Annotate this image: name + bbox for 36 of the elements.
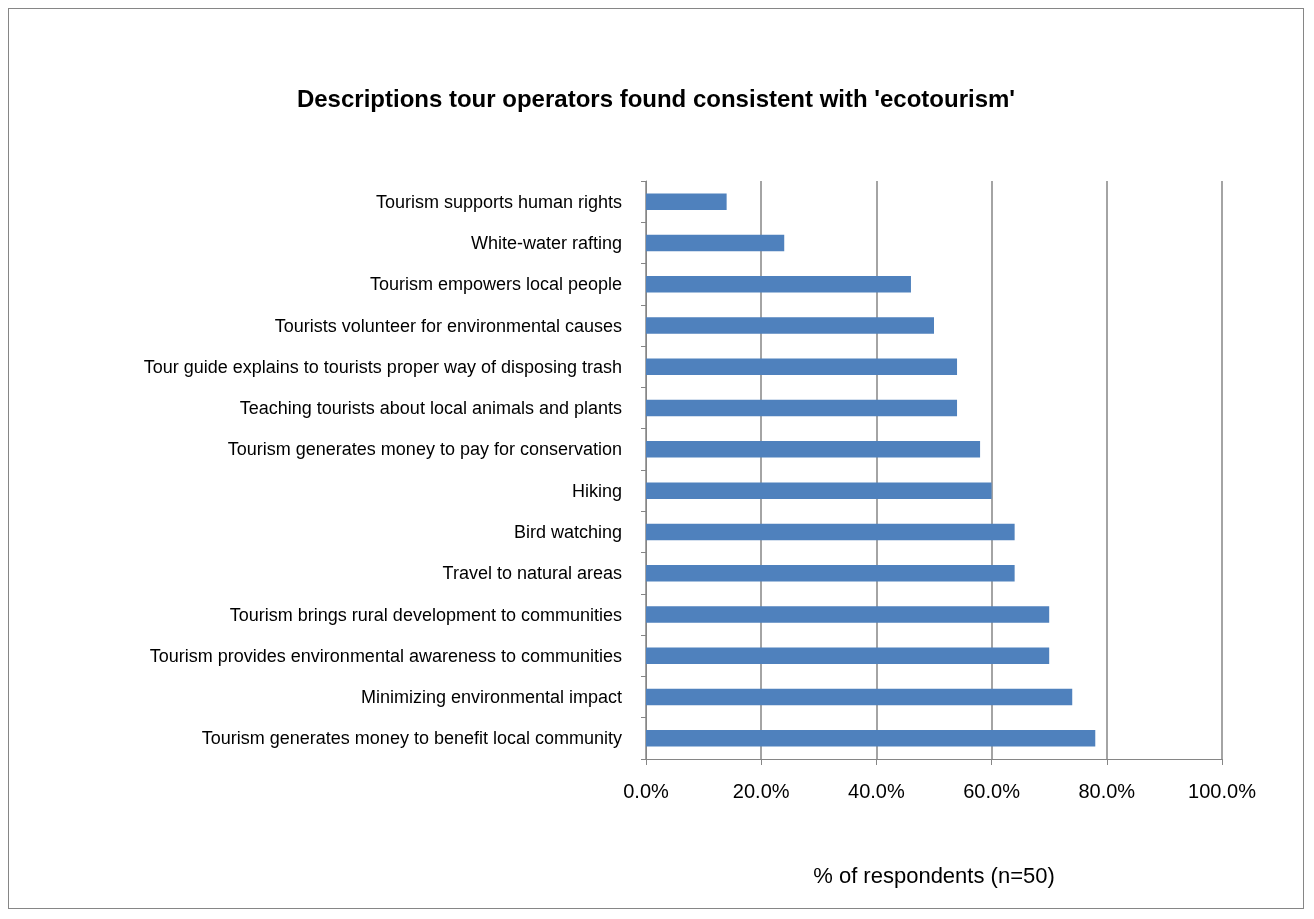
- bar: [646, 275, 911, 293]
- bar: [646, 523, 1015, 541]
- bar: [646, 730, 1096, 747]
- bar: [646, 564, 1015, 582]
- bar: [646, 647, 1050, 665]
- chart-title: Descriptions tour operators found consistent with 'ecotourism': [296, 84, 1016, 112]
- y-tick-label: Bird watching: [513, 521, 622, 542]
- x-tick-label: 80.0%: [1078, 780, 1136, 802]
- y-tick-label: Tourism brings rural development to communities: [229, 604, 622, 625]
- y-tick-label: Teaching tourists about local animals and plants: [239, 398, 622, 419]
- bar: [646, 193, 727, 210]
- bar: [646, 606, 1050, 623]
- bar: [646, 441, 981, 458]
- y-tick-label: Travel to natural areas: [442, 563, 622, 584]
- bar: [646, 358, 958, 376]
- y-tick-label: Minimizing environmental impact: [360, 687, 622, 708]
- y-tick-label: Hiking: [571, 480, 622, 501]
- x-tick-label: 60.0%: [963, 780, 1021, 802]
- bar: [646, 688, 1073, 706]
- bar: [646, 234, 785, 252]
- bar: [646, 399, 958, 417]
- x-tick-label: 40.0%: [848, 780, 905, 802]
- y-tick-label: Tour guide explains to tourists proper way of disposing trash: [143, 356, 622, 377]
- x-tick-label: 20.0%: [732, 780, 790, 802]
- y-tick-label: Tourism empowers local people: [369, 274, 622, 295]
- x-tick-label: 0.0%: [623, 780, 670, 802]
- x-axis-title: % of respondents (n=50): [813, 862, 1055, 888]
- x-tick-label: 100.0%: [1188, 780, 1257, 802]
- y-tick-label: Tourism generates money to benefit local community: [201, 728, 622, 749]
- y-tick-label: Tourists volunteer for environmental causes: [274, 315, 622, 336]
- y-tick-label: Tourism generates money to pay for conservation: [227, 439, 622, 460]
- y-tick-label: Tourism supports human rights: [375, 191, 622, 212]
- y-tick-label: Tourism provides environmental awareness to communities: [149, 645, 622, 666]
- bar: [646, 317, 934, 334]
- bar: [646, 482, 992, 499]
- y-tick-label: White-water rafting: [470, 232, 622, 253]
